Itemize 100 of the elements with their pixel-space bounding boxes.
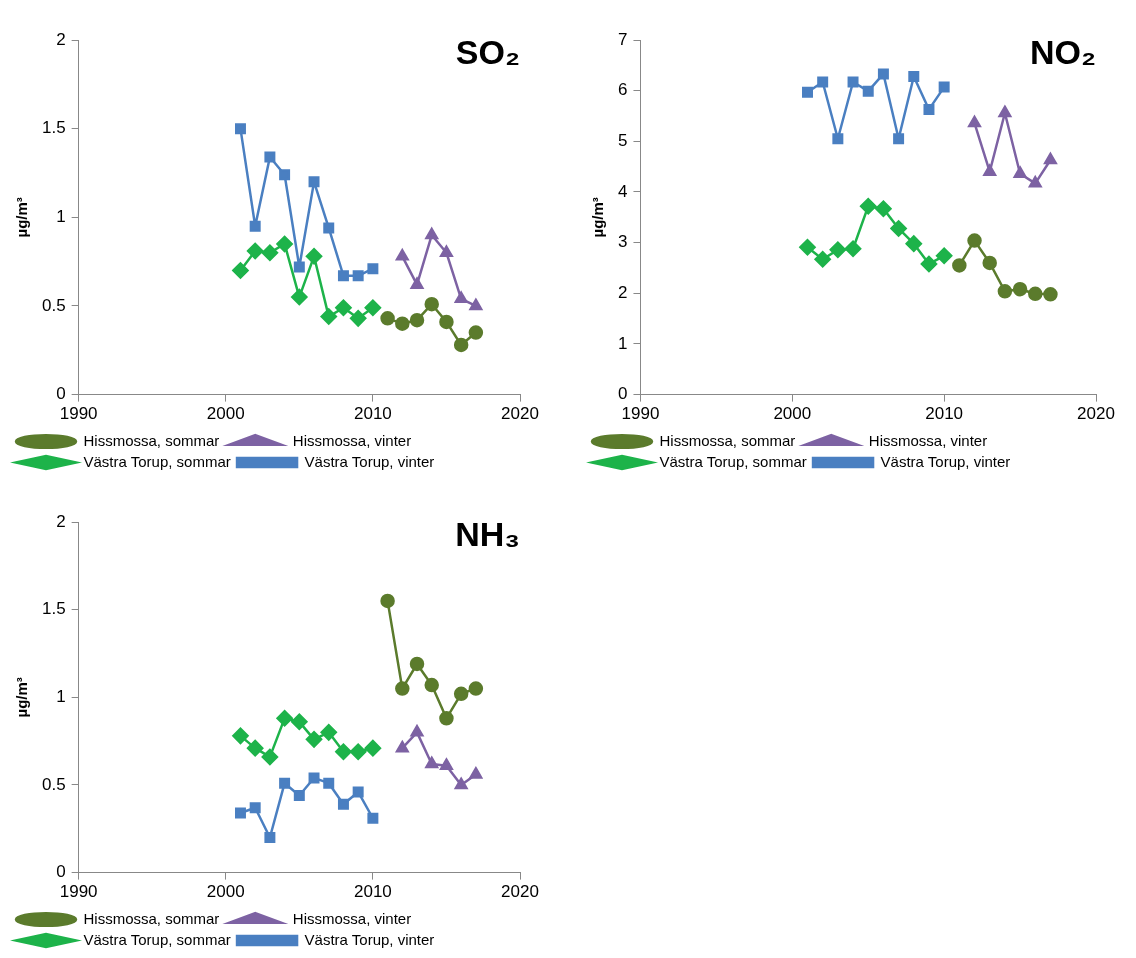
point xyxy=(877,68,889,80)
point xyxy=(1044,152,1057,165)
point xyxy=(1043,287,1058,302)
x-tick-label: 1990 xyxy=(59,404,98,424)
y-tick-label: 7 xyxy=(617,29,628,49)
y-tick-label: 1.5 xyxy=(41,118,66,138)
point xyxy=(249,802,261,814)
chart-title: SO₂ xyxy=(455,33,520,72)
point xyxy=(424,296,439,312)
point xyxy=(234,123,246,135)
point xyxy=(997,284,1013,299)
y-tick-label: 1 xyxy=(617,333,628,353)
point xyxy=(349,310,367,327)
y-tick-label: 6 xyxy=(617,80,628,100)
point xyxy=(380,311,395,326)
legend-label: Västra Torup, sommar xyxy=(83,452,231,470)
point xyxy=(246,242,264,260)
y-tick-label: 1 xyxy=(56,206,66,226)
point xyxy=(469,767,483,779)
point xyxy=(395,249,409,261)
y-axis-title: µg/m³ xyxy=(589,197,607,238)
point xyxy=(323,222,335,234)
point xyxy=(293,261,305,273)
point xyxy=(453,337,469,353)
point xyxy=(395,740,409,753)
y-tick-label: 2 xyxy=(617,282,628,302)
legend-label: Hissmossa, vinter xyxy=(292,909,412,927)
point xyxy=(364,299,382,316)
x-tick-label: 2000 xyxy=(773,404,812,424)
point xyxy=(799,238,816,256)
point xyxy=(905,235,923,252)
point xyxy=(335,299,352,316)
point xyxy=(967,233,982,248)
point xyxy=(308,772,320,784)
y-tick-label: 0 xyxy=(56,384,66,404)
point xyxy=(983,164,997,176)
y-tick-label: 3 xyxy=(617,232,628,252)
point xyxy=(890,220,907,237)
point xyxy=(279,777,291,789)
y-tick-label: 0 xyxy=(56,862,66,882)
point xyxy=(246,739,264,757)
legend-label: Hissmossa, sommar xyxy=(83,431,220,449)
x-tick-label: 2010 xyxy=(353,882,392,902)
point xyxy=(952,258,967,273)
point xyxy=(232,727,249,745)
legend-label: Hissmossa, sommar xyxy=(83,909,220,927)
point xyxy=(380,593,395,609)
point xyxy=(968,115,981,128)
y-tick-label: 5 xyxy=(617,131,628,150)
point xyxy=(1028,176,1042,188)
point xyxy=(305,248,323,265)
point xyxy=(291,288,308,306)
point xyxy=(364,739,382,757)
legend-label: Hissmossa, vinter xyxy=(868,431,988,449)
point xyxy=(335,743,352,760)
point xyxy=(367,812,379,824)
point xyxy=(923,103,935,115)
point xyxy=(802,86,813,98)
y-tick-label: 4 xyxy=(617,181,628,201)
point xyxy=(1013,166,1027,178)
y-tick-label: 2 xyxy=(56,511,66,531)
y-tick-label: 1.5 xyxy=(41,599,66,619)
point xyxy=(469,298,483,311)
point xyxy=(276,710,293,727)
point xyxy=(425,227,439,240)
point xyxy=(261,748,279,766)
point xyxy=(337,798,349,810)
point xyxy=(367,263,379,275)
point xyxy=(453,686,469,702)
point xyxy=(395,681,410,696)
point xyxy=(468,681,484,696)
x-tick-label: 2010 xyxy=(353,404,392,424)
point xyxy=(814,251,831,268)
legend-label: Västra Torup, vinter xyxy=(880,452,1011,470)
point xyxy=(264,151,276,163)
point xyxy=(893,133,905,145)
x-tick-label: 2020 xyxy=(501,882,539,902)
point xyxy=(439,758,453,770)
point xyxy=(349,743,367,760)
point xyxy=(998,105,1012,118)
point xyxy=(352,786,364,798)
x-tick-label: 2000 xyxy=(206,882,245,902)
point xyxy=(352,270,364,282)
legend-label: Västra Torup, vinter xyxy=(304,930,435,948)
legend-label: Hissmossa, vinter xyxy=(292,431,412,449)
x-tick-label: 1990 xyxy=(59,882,98,902)
x-tick-label: 2020 xyxy=(501,404,539,424)
point xyxy=(305,731,323,748)
point xyxy=(439,245,453,258)
point xyxy=(291,713,308,731)
point xyxy=(439,314,454,330)
y-tick-label: 0.5 xyxy=(41,774,66,794)
point xyxy=(817,76,829,88)
x-tick-label: 2020 xyxy=(1077,404,1115,424)
point xyxy=(409,656,425,672)
point xyxy=(323,777,335,789)
point xyxy=(264,832,276,844)
legend-label: Västra Torup, sommar xyxy=(83,930,231,948)
point xyxy=(1028,286,1043,302)
point xyxy=(249,220,261,232)
